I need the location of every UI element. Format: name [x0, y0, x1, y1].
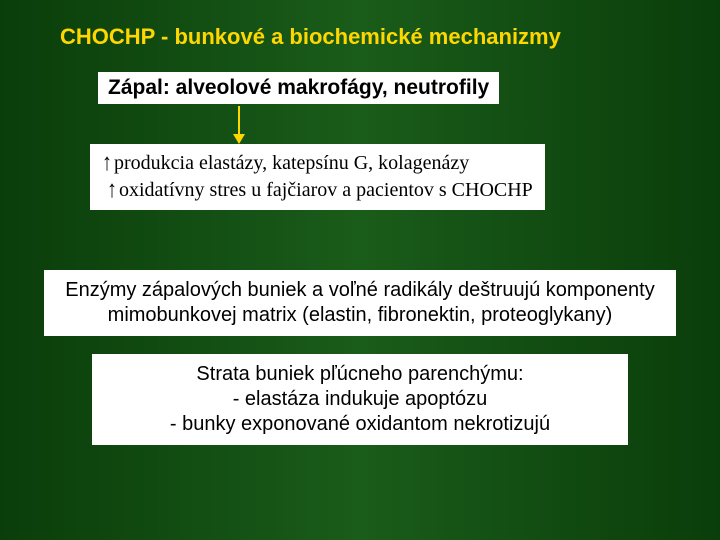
box4-line3: - bunky exponované oxidantom nekrotizujú — [170, 413, 550, 435]
box2-line1: produkcia elastázy, katepsínu G, kolagen… — [114, 152, 469, 174]
box-production: ↑produkcia elastázy, katepsínu G, kolage… — [90, 144, 545, 210]
arrow-down-icon — [238, 106, 240, 136]
box-cell-loss: Strata buniek pľúcneho parenchýmu: - ela… — [92, 354, 628, 445]
box2-line2: oxidatívny stres u fajčiarov a pacientov… — [119, 179, 533, 201]
box-enzymes: Enzýmy zápalových buniek a voľné radikál… — [44, 270, 676, 336]
arrow-down-container — [238, 106, 720, 144]
box4-line1: Strata buniek pľúcneho parenchýmu: — [196, 363, 523, 385]
up-arrow-icon: ↑ — [107, 174, 117, 206]
slide-title: CHOCHP - bunkové a biochemické mechanizm… — [0, 0, 720, 50]
box-inflammation: Zápal: alveolové makrofágy, neutrofily — [98, 72, 499, 104]
box4-line2: - elastáza indukuje apoptózu — [233, 388, 488, 410]
